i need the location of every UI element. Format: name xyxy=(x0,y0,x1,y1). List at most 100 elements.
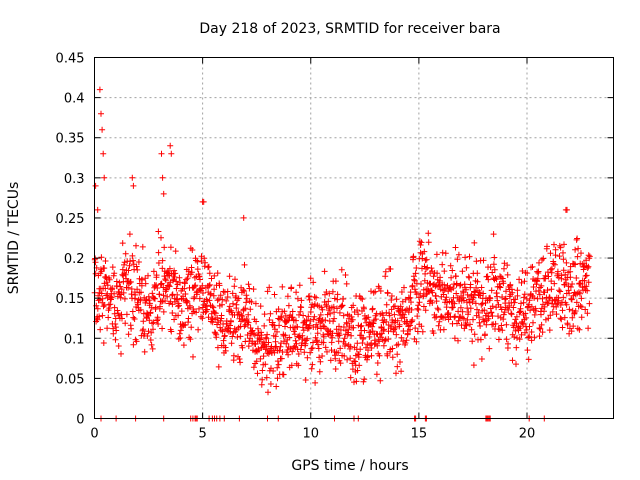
data-point xyxy=(214,344,221,351)
data-point xyxy=(374,360,381,366)
data-point xyxy=(583,283,590,290)
data-point xyxy=(559,307,566,314)
data-point xyxy=(130,182,137,189)
data-point xyxy=(271,291,278,298)
data-point xyxy=(220,337,227,344)
data-point xyxy=(554,268,561,275)
data-point xyxy=(223,297,230,304)
data-point xyxy=(416,299,423,306)
data-point xyxy=(365,314,372,321)
data-point xyxy=(549,265,555,272)
data-point xyxy=(489,303,496,310)
data-point xyxy=(380,312,387,319)
data-point xyxy=(133,242,139,249)
data-point xyxy=(420,292,427,299)
data-point xyxy=(236,356,243,362)
data-point xyxy=(430,273,437,280)
data-point xyxy=(556,287,563,294)
data-point xyxy=(536,291,543,298)
data-point xyxy=(516,309,523,316)
data-point xyxy=(366,333,373,340)
data-point xyxy=(115,310,121,317)
data-point xyxy=(162,277,169,284)
data-point xyxy=(442,314,449,321)
data-point xyxy=(583,272,590,279)
data-point xyxy=(212,310,219,317)
data-point xyxy=(477,323,484,329)
data-point xyxy=(218,312,225,319)
data-point xyxy=(272,333,279,340)
data-point xyxy=(310,316,317,323)
data-point xyxy=(274,375,281,382)
data-point xyxy=(111,270,118,277)
data-point xyxy=(557,244,564,251)
data-point xyxy=(342,340,349,347)
data-point xyxy=(440,291,447,298)
data-point xyxy=(309,345,316,351)
data-point xyxy=(115,343,122,349)
data-point xyxy=(140,318,147,325)
y-tick-label: 0.1 xyxy=(64,332,85,347)
data-point xyxy=(523,295,530,302)
data-point xyxy=(541,308,547,315)
data-point xyxy=(377,377,384,384)
data-point xyxy=(300,327,307,334)
data-point xyxy=(97,326,104,333)
data-point xyxy=(531,311,538,318)
data-point xyxy=(176,302,182,309)
data-point xyxy=(271,349,278,356)
data-point xyxy=(561,241,567,248)
data-point xyxy=(526,333,533,340)
data-point xyxy=(550,260,557,267)
data-point xyxy=(455,337,461,344)
data-point xyxy=(112,336,119,343)
data-point xyxy=(100,150,107,157)
data-point xyxy=(175,336,182,342)
data-point xyxy=(167,244,174,251)
data-point xyxy=(145,328,152,335)
data-point xyxy=(104,325,111,332)
data-point xyxy=(453,290,460,297)
data-point xyxy=(388,323,395,330)
data-point xyxy=(159,174,166,181)
y-tick-label: 0 xyxy=(76,413,84,428)
data-point xyxy=(474,278,481,285)
data-point xyxy=(537,325,544,332)
data-point xyxy=(312,379,319,386)
data-point xyxy=(452,244,459,251)
data-point xyxy=(568,296,575,303)
data-point xyxy=(466,253,473,260)
data-point xyxy=(381,337,388,344)
data-point xyxy=(471,288,478,295)
data-point xyxy=(488,309,495,316)
data-point xyxy=(118,286,125,293)
data-point xyxy=(276,347,283,354)
data-point xyxy=(183,297,190,304)
data-point xyxy=(155,260,162,266)
data-point xyxy=(244,332,251,338)
data-point xyxy=(192,282,199,289)
data-point xyxy=(520,299,527,306)
data-point xyxy=(584,310,591,317)
data-point xyxy=(150,268,157,275)
data-point xyxy=(352,358,359,365)
data-point xyxy=(327,310,334,317)
data-point xyxy=(385,336,392,343)
data-point xyxy=(463,264,470,271)
data-point xyxy=(204,306,211,313)
data-point xyxy=(181,285,188,292)
data-point xyxy=(467,305,474,312)
data-point xyxy=(577,290,583,297)
data-point xyxy=(155,228,162,235)
data-point xyxy=(347,343,354,350)
data-point xyxy=(585,325,592,332)
data-point xyxy=(484,273,491,280)
data-point xyxy=(411,276,418,283)
data-point xyxy=(245,319,252,326)
data-point xyxy=(138,282,145,289)
data-point xyxy=(214,314,221,321)
data-point xyxy=(107,301,114,308)
data-point xyxy=(112,321,119,327)
data-point xyxy=(546,327,553,334)
data-point xyxy=(551,280,558,287)
